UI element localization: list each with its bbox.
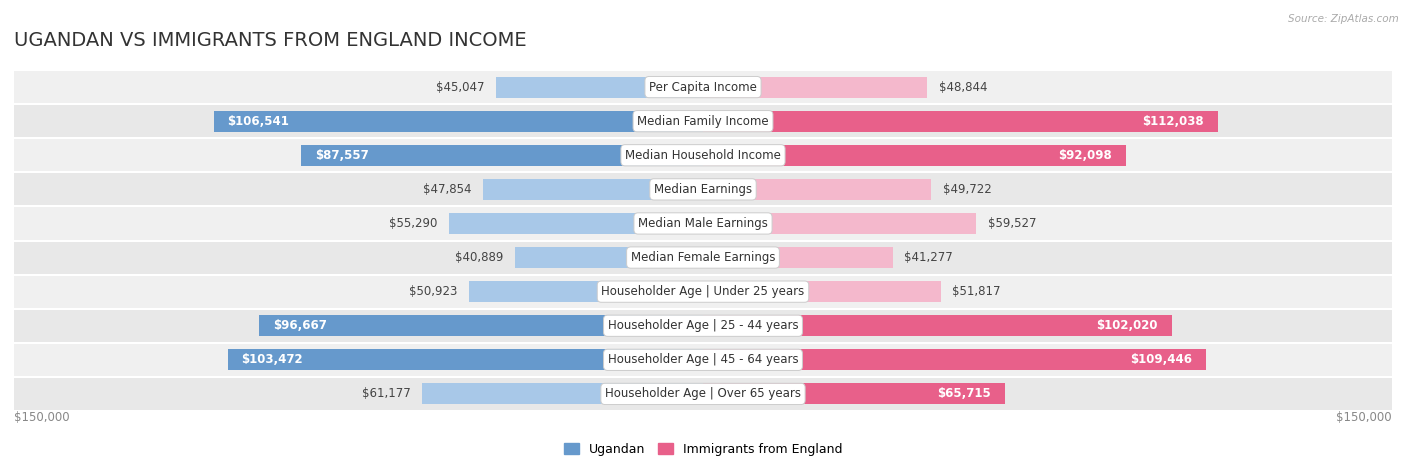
Text: $150,000: $150,000 [1336,411,1392,424]
Text: Median Male Earnings: Median Male Earnings [638,217,768,230]
Bar [14,138,1392,172]
Text: $102,020: $102,020 [1097,319,1157,332]
Bar [449,213,703,234]
Text: $106,541: $106,541 [228,115,290,127]
Text: $150,000: $150,000 [14,411,70,424]
Text: Source: ZipAtlas.com: Source: ZipAtlas.com [1288,14,1399,24]
Text: $59,527: $59,527 [988,217,1036,230]
Text: $50,923: $50,923 [409,285,457,298]
Bar [515,247,703,268]
Bar [14,206,1392,241]
Bar [14,241,1392,275]
Bar [703,383,1005,404]
Text: $55,290: $55,290 [389,217,437,230]
Text: $41,277: $41,277 [904,251,953,264]
Text: $96,667: $96,667 [273,319,326,332]
Text: $87,557: $87,557 [315,149,368,162]
Text: $49,722: $49,722 [943,183,991,196]
Bar [703,281,941,302]
Bar [14,104,1392,138]
Text: Median Household Income: Median Household Income [626,149,780,162]
Bar [484,179,703,200]
Text: Per Capita Income: Per Capita Income [650,81,756,93]
Text: Median Earnings: Median Earnings [654,183,752,196]
Bar [301,145,703,166]
Bar [703,179,931,200]
Bar [228,349,703,370]
Text: Householder Age | Over 65 years: Householder Age | Over 65 years [605,388,801,400]
Text: $45,047: $45,047 [436,81,485,93]
Text: $48,844: $48,844 [939,81,987,93]
Text: $112,038: $112,038 [1142,115,1204,127]
Text: $61,177: $61,177 [361,388,411,400]
Text: Median Family Income: Median Family Income [637,115,769,127]
Text: Median Female Earnings: Median Female Earnings [631,251,775,264]
Text: $65,715: $65,715 [938,388,991,400]
Text: Householder Age | 25 - 44 years: Householder Age | 25 - 44 years [607,319,799,332]
Text: $51,817: $51,817 [952,285,1001,298]
Text: $109,446: $109,446 [1130,354,1192,366]
Text: $92,098: $92,098 [1059,149,1112,162]
Bar [14,343,1392,377]
Bar [703,349,1206,370]
Bar [14,377,1392,411]
Text: $103,472: $103,472 [242,354,304,366]
Bar [703,77,928,98]
Legend: Ugandan, Immigrants from England: Ugandan, Immigrants from England [564,443,842,456]
Bar [259,315,703,336]
Bar [703,213,976,234]
Bar [14,309,1392,343]
Bar [14,172,1392,206]
Bar [703,315,1171,336]
Bar [14,70,1392,104]
Bar [14,275,1392,309]
Text: $40,889: $40,889 [456,251,503,264]
Text: Householder Age | Under 25 years: Householder Age | Under 25 years [602,285,804,298]
Text: $47,854: $47,854 [423,183,472,196]
Bar [703,247,893,268]
Bar [703,111,1218,132]
Bar [470,281,703,302]
Bar [422,383,703,404]
Bar [214,111,703,132]
Text: UGANDAN VS IMMIGRANTS FROM ENGLAND INCOME: UGANDAN VS IMMIGRANTS FROM ENGLAND INCOM… [14,31,527,50]
Bar [496,77,703,98]
Bar [703,145,1126,166]
Text: Householder Age | 45 - 64 years: Householder Age | 45 - 64 years [607,354,799,366]
